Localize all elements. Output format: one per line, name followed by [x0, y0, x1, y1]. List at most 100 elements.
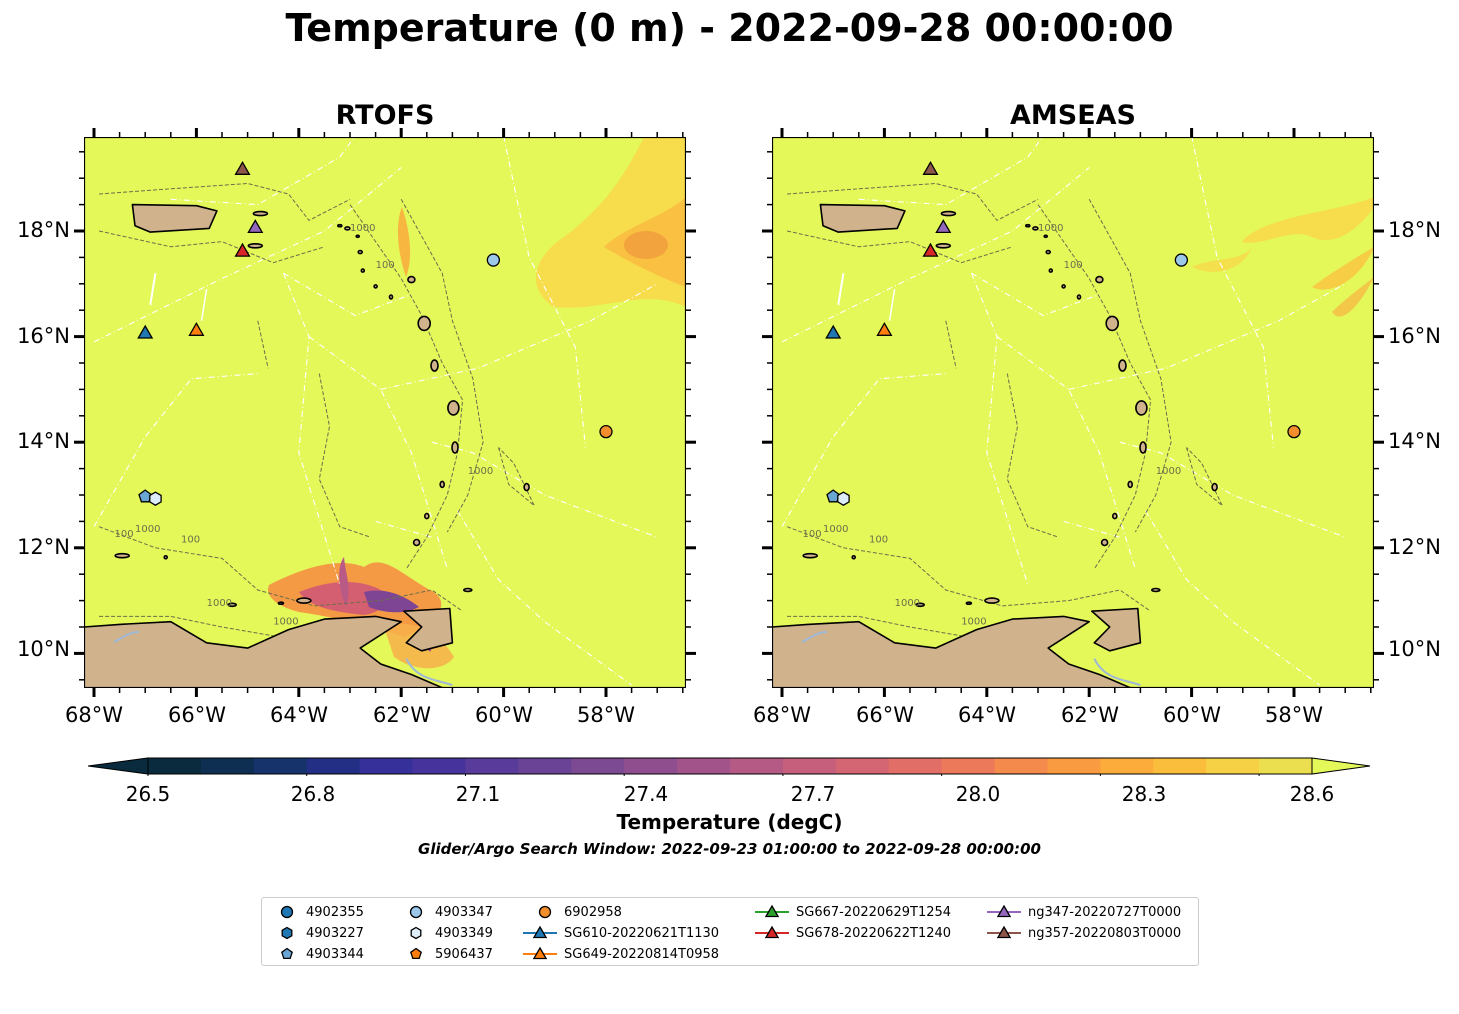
colorbar-segment	[1206, 758, 1260, 774]
lon-label-66w-right: 66°W	[856, 703, 914, 727]
lon-label-68w-right: 68°W	[753, 703, 811, 727]
legend-marker-icon	[987, 904, 1021, 918]
colorbar-segment	[1047, 758, 1101, 774]
contour-label: 1000	[961, 616, 986, 627]
legend-marker	[532, 946, 548, 960]
platform-marker	[234, 160, 251, 175]
platform-marker	[837, 491, 850, 506]
lon-label-58w-left: 58°W	[577, 703, 635, 727]
legend-label: SG678-20220622T1240	[796, 926, 952, 941]
legend-label: ng357-20220803T0000	[1028, 926, 1182, 941]
legend-label: 6902958	[564, 905, 622, 920]
lat-label-12n-right: 12°N	[1388, 535, 1441, 559]
legend-marker-icon	[523, 946, 557, 960]
colorbar-tick-label: 28.6	[1289, 782, 1335, 806]
platform-marker	[188, 321, 205, 336]
legend-label: 4903344	[306, 947, 364, 962]
legend-marker-icon	[987, 925, 1021, 939]
platform-markers	[137, 160, 613, 506]
legend-marker	[410, 947, 422, 960]
legend-label: ng347-20220727T0000	[1028, 905, 1182, 920]
contour-label: 1000	[1156, 466, 1181, 477]
legend-marker-icon	[755, 925, 789, 939]
platform-marker	[922, 242, 939, 257]
lat-label-12n-left: 12°N	[17, 535, 70, 559]
contour-label: 1000	[207, 598, 232, 609]
colorbar-segment	[359, 758, 414, 774]
legend-label: SG649-20220814T0958	[564, 947, 720, 962]
legend: 4902355 4903227 4903344 4903347 4903349 59064…	[261, 897, 1199, 966]
contour-label: 1000	[468, 466, 493, 477]
colorbar-segment	[994, 758, 1048, 774]
lat-label-16n-left: 16°N	[17, 324, 70, 348]
legend-marker-icon	[538, 905, 552, 919]
legend-marker	[280, 905, 294, 919]
colorbar-segment	[782, 758, 837, 774]
panel-title-rtofs: RTOFS	[335, 100, 435, 131]
platform-marker	[825, 324, 842, 339]
lat-label-10n-right: 10°N	[1388, 637, 1441, 661]
lon-label-62w-left: 62°W	[373, 703, 431, 727]
lat-label-16n-right: 16°N	[1388, 324, 1441, 348]
colorbar-label: Temperature (degC)	[616, 810, 843, 834]
platform-marker	[1174, 253, 1189, 267]
colorbar	[88, 757, 1371, 776]
lon-label-60w-left: 60°W	[475, 703, 533, 727]
platform-marker	[876, 321, 893, 336]
colorbar-segment	[253, 758, 308, 774]
platform-marker	[149, 491, 162, 506]
legend-label: SG667-20220629T1254	[796, 905, 952, 920]
platform-marker	[826, 489, 841, 503]
lon-label-62w-right: 62°W	[1061, 703, 1119, 727]
panel-title-amseas: AMSEAS	[1010, 100, 1136, 131]
lon-label-66w-left: 66°W	[168, 703, 226, 727]
platform-marker	[138, 489, 153, 503]
colorbar-segment	[518, 758, 572, 774]
colorbar-segment	[624, 758, 678, 774]
legend-marker-icon	[409, 905, 423, 919]
platform-markers	[825, 160, 1301, 506]
bathymetry-contours	[786, 182, 1223, 639]
contour-label: 100	[181, 535, 200, 546]
colorbar-segment	[1100, 758, 1154, 774]
legend-marker	[532, 925, 548, 939]
figure-title: Temperature (0 m) - 2022-09-28 00:00:00	[285, 6, 1174, 50]
legend-label: 4903347	[435, 905, 493, 920]
contour-label: 1000	[135, 524, 160, 535]
legend-marker	[410, 926, 422, 940]
contour-label: 1000	[895, 598, 920, 609]
colorbar-segment	[148, 758, 202, 774]
legend-marker	[764, 925, 780, 939]
temperature-field	[1192, 197, 1374, 317]
glider-track	[888, 288, 896, 321]
colorbar-tick-label: 28.3	[1121, 782, 1167, 806]
colorbar-segment	[677, 758, 731, 774]
legend-marker-icon	[410, 947, 422, 960]
glider-track	[837, 273, 845, 306]
colorbar-tick-label: 27.1	[455, 782, 501, 806]
legend-marker-icon	[281, 947, 293, 960]
lon-label-68w-left: 68°W	[65, 703, 123, 727]
contour-label: 100	[376, 260, 395, 271]
colorbar-over-arrow	[1311, 757, 1371, 775]
rivers	[801, 631, 1141, 687]
search-window-subtitle: Glider/Argo Search Window: 2022-09-23 01…	[418, 840, 1041, 858]
lon-label-58w-right: 58°W	[1265, 703, 1323, 727]
contour-label: 100	[803, 529, 822, 540]
platform-marker	[137, 324, 154, 339]
lat-label-14n-right: 14°N	[1388, 429, 1441, 453]
colorbar-tick-label: 28.0	[955, 782, 1001, 806]
glider-track	[149, 273, 157, 306]
lon-label-60w-right: 60°W	[1163, 703, 1221, 727]
colorbar-segment	[888, 758, 943, 774]
legend-marker-icon	[410, 926, 422, 940]
legend-marker	[996, 904, 1012, 918]
land-masses	[772, 203, 1218, 688]
legend-marker	[996, 925, 1012, 939]
colorbar-segment	[306, 758, 361, 774]
colorbar-segment	[730, 758, 784, 774]
